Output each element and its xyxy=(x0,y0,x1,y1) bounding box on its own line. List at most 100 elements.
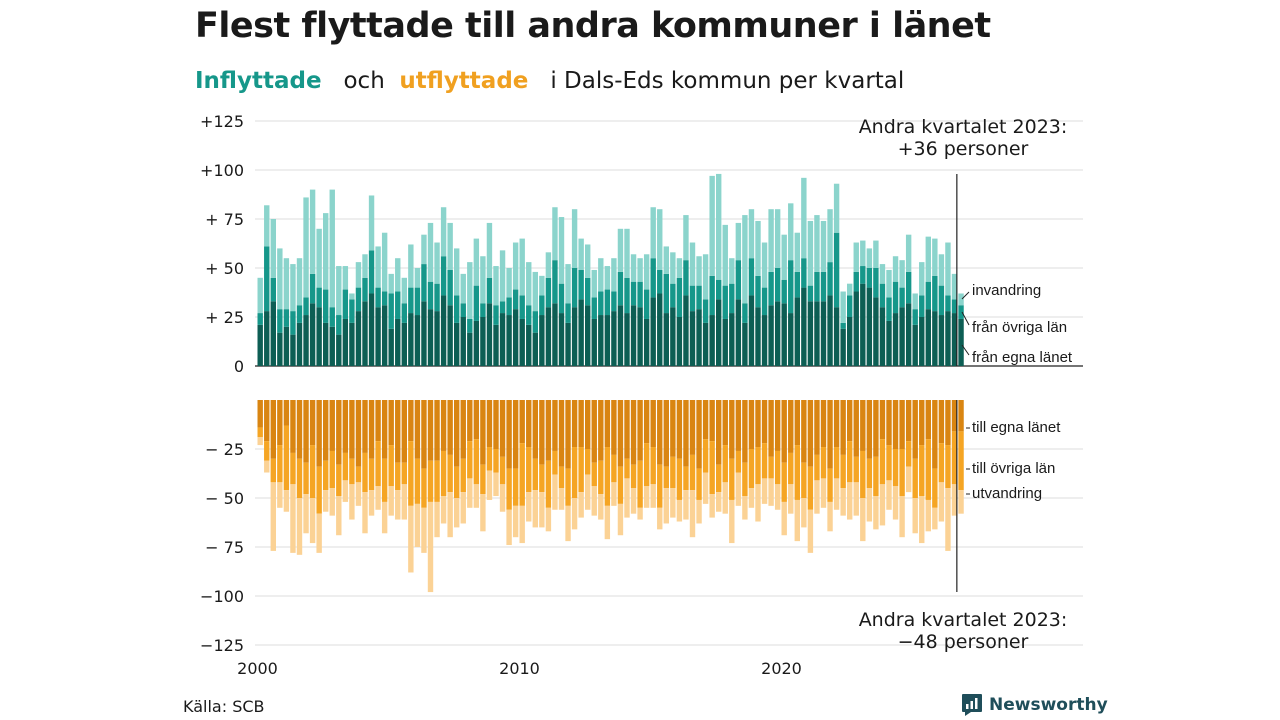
series-label-in: invandring xyxy=(972,282,1041,299)
bar-in xyxy=(879,283,886,308)
bar-out xyxy=(617,400,624,467)
bar-out xyxy=(552,400,558,451)
bar-in xyxy=(506,268,512,298)
bar-in xyxy=(277,248,283,310)
bar-in xyxy=(421,301,427,366)
bar-in xyxy=(571,307,578,366)
bar-out xyxy=(427,460,434,502)
bar-in xyxy=(408,313,414,366)
bar-out xyxy=(879,439,886,485)
bar-out xyxy=(270,400,276,459)
bar-out xyxy=(264,400,270,442)
bar-out xyxy=(709,441,715,495)
y-tick-label: +125 xyxy=(200,112,244,131)
bar-in xyxy=(552,207,558,261)
bar-in xyxy=(925,309,931,366)
bar-in xyxy=(571,209,578,268)
bar-out xyxy=(486,400,493,448)
label-leader-line xyxy=(961,344,970,356)
bar-out xyxy=(545,460,552,508)
bar-in xyxy=(381,232,388,292)
bar-out xyxy=(696,400,702,469)
bar-in xyxy=(702,299,709,323)
bar-out xyxy=(414,458,421,504)
bar-in xyxy=(480,256,486,304)
bar-in xyxy=(257,324,263,366)
bar-out xyxy=(375,441,381,487)
bar-in xyxy=(447,269,453,306)
x-tick-label: 2020 xyxy=(761,659,802,678)
bar-in xyxy=(585,277,591,306)
bar-in xyxy=(860,266,866,284)
bar-in xyxy=(879,264,886,284)
bar-in xyxy=(788,313,794,366)
bar-in xyxy=(571,268,578,308)
y-tick-label: − 75 xyxy=(205,538,244,557)
bar-out xyxy=(388,445,394,487)
bar-out xyxy=(611,400,617,455)
bar-out xyxy=(866,458,873,489)
bar-out xyxy=(663,400,669,467)
bar-in xyxy=(735,260,742,300)
bar-in xyxy=(768,271,774,306)
bar-out xyxy=(532,490,538,528)
bar-out xyxy=(774,450,781,485)
bar-out xyxy=(912,458,918,498)
bar-out xyxy=(499,484,506,512)
bar-in xyxy=(414,315,421,366)
bar-out xyxy=(794,400,800,446)
bar-in xyxy=(408,244,414,288)
bar-out xyxy=(565,468,571,506)
series-label-in: från egna länet xyxy=(972,349,1073,366)
bar-out xyxy=(768,478,774,506)
bar-out xyxy=(323,460,329,491)
bar-out xyxy=(316,400,322,467)
bar-in xyxy=(833,232,840,308)
bar-in xyxy=(598,291,604,316)
bar-in xyxy=(283,258,290,310)
bar-out xyxy=(945,445,951,489)
bar-in xyxy=(277,309,283,333)
bar-in xyxy=(676,277,683,317)
bar-in xyxy=(905,234,912,272)
y-tick-label: + 75 xyxy=(205,210,244,229)
bar-in xyxy=(355,311,362,366)
bar-out xyxy=(735,450,742,473)
bar-out xyxy=(637,400,643,461)
bar-in xyxy=(381,291,388,306)
bar-out xyxy=(362,400,368,453)
bar-in xyxy=(670,307,676,366)
bar-out xyxy=(585,474,591,510)
bar-out xyxy=(892,400,899,449)
bar-in xyxy=(512,289,519,310)
bar-in xyxy=(467,332,473,366)
bar-in xyxy=(264,311,270,366)
bar-in xyxy=(395,258,401,292)
bar-in xyxy=(519,295,525,319)
bar-out xyxy=(663,488,669,524)
bar-out xyxy=(519,443,525,506)
bar-in xyxy=(670,252,676,284)
bar-out xyxy=(899,496,905,538)
bar-out xyxy=(637,460,643,508)
bar-out xyxy=(873,456,879,497)
bar-in xyxy=(270,219,276,278)
bar-in xyxy=(958,318,964,366)
bar-in xyxy=(519,318,525,366)
bar-in xyxy=(460,317,466,366)
bar-out xyxy=(873,496,879,530)
bar-in xyxy=(696,309,702,366)
bar-out xyxy=(296,400,303,459)
bar-in xyxy=(296,305,303,323)
y-tick-label: 0 xyxy=(234,357,244,376)
bar-in xyxy=(499,313,506,366)
bar-in xyxy=(886,297,892,321)
bar-out xyxy=(820,400,827,448)
bar-out xyxy=(938,400,945,444)
bar-out xyxy=(349,400,355,459)
bar-out xyxy=(558,488,565,510)
bar-out xyxy=(460,492,466,524)
y-tick-label: −100 xyxy=(200,587,244,606)
bar-in xyxy=(395,318,401,366)
bar-out xyxy=(814,454,820,481)
